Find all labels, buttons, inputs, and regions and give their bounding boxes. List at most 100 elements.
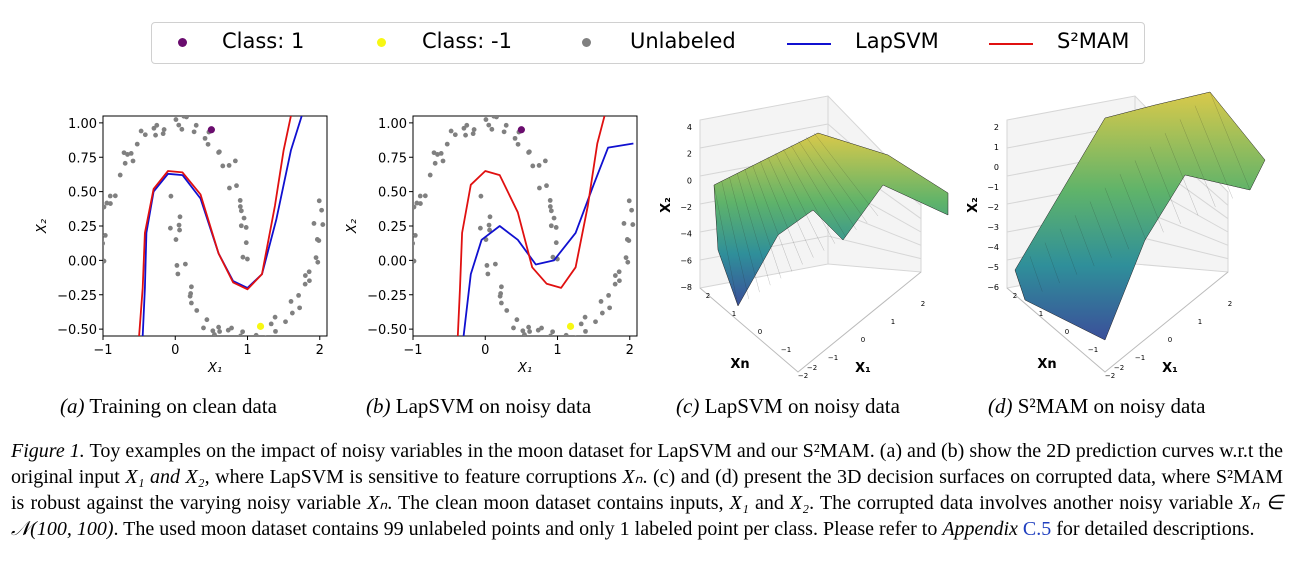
unlabeled-point bbox=[204, 317, 210, 323]
unlabeled-point bbox=[499, 284, 504, 290]
mesh-line bbox=[767, 156, 814, 258]
unlabeled-point bbox=[316, 198, 322, 204]
unlabeled-point bbox=[103, 258, 107, 264]
appendix-link[interactable]: C.5 bbox=[1022, 518, 1052, 540]
unlabeled-point bbox=[313, 255, 319, 261]
unlabeled-point bbox=[243, 240, 249, 246]
plot-area bbox=[406, 116, 636, 336]
unlabeled-point bbox=[176, 122, 182, 128]
unlabeled-point bbox=[624, 237, 630, 242]
mesh-line bbox=[806, 136, 868, 224]
vertical-axis-label: X₂ bbox=[659, 197, 674, 213]
unlabeled-point bbox=[306, 269, 312, 275]
unlabeled-point bbox=[484, 263, 490, 268]
legend-marker-5 bbox=[989, 43, 1033, 45]
z-tick-label: −3 bbox=[987, 223, 999, 232]
unlabeled-point bbox=[547, 204, 553, 209]
unlabeled-point bbox=[438, 150, 444, 156]
unlabeled-point bbox=[407, 226, 412, 231]
y-tick-label: 0.25 bbox=[68, 220, 97, 235]
unlabeled-point bbox=[550, 254, 556, 260]
y-tick-label: 0.50 bbox=[378, 186, 407, 201]
unlabeled-point bbox=[188, 300, 194, 306]
x-tick-label: 0 bbox=[171, 343, 179, 358]
z-tick-label: −4 bbox=[680, 230, 692, 239]
unlabeled-point bbox=[311, 221, 317, 226]
plot-frame bbox=[102, 115, 328, 337]
y-tick-label: −0.50 bbox=[57, 323, 97, 338]
mesh-line bbox=[1164, 133, 1199, 216]
z-tick-label: −2 bbox=[680, 203, 692, 212]
unlabeled-point bbox=[464, 122, 470, 128]
unlabeled-point bbox=[103, 204, 107, 210]
unlabeled-point bbox=[117, 172, 123, 178]
legend: Class: 1 Class: -1 Unlabeled LapSVM S²MAM bbox=[151, 22, 1145, 64]
unlabeled-point bbox=[498, 300, 504, 306]
unlabeled-point bbox=[548, 208, 554, 214]
unlabeled-point bbox=[598, 299, 604, 304]
unlabeled-point bbox=[272, 314, 278, 320]
unlabeled-point bbox=[108, 201, 113, 206]
x-tick-label: 0 bbox=[481, 343, 489, 358]
unlabeled-point bbox=[202, 135, 208, 141]
y-tick-label: 0.75 bbox=[68, 151, 97, 166]
mesh-line bbox=[813, 132, 879, 217]
unlabeled-point bbox=[103, 232, 108, 238]
surface-panel-c: 4 2 0 −2 −4 −6 −8 X₂ 2 1 0 −1 −2 Xn −2 −1 0 1 2 X₁ bbox=[659, 95, 949, 380]
unlabeled-point bbox=[220, 163, 226, 169]
x-tick-label: 2 bbox=[316, 343, 324, 358]
unlabeled-point bbox=[161, 127, 167, 132]
z-tick-label: 0 bbox=[994, 163, 999, 172]
unlabeled-point bbox=[237, 204, 243, 209]
mesh-line bbox=[744, 168, 782, 279]
unlabeled-point bbox=[444, 141, 450, 147]
unlabeled-point bbox=[174, 263, 180, 268]
unlabeled-point bbox=[452, 132, 458, 138]
unlabeled-point bbox=[418, 201, 423, 206]
n-tick-label: 0 bbox=[758, 328, 762, 336]
unlabeled-point bbox=[537, 185, 542, 191]
decision-surface bbox=[713, 132, 949, 307]
unlabeled-point bbox=[547, 198, 553, 203]
legend-label-3: Unlabeled bbox=[630, 29, 736, 53]
unlabeled-point bbox=[440, 158, 446, 164]
unlabeled-point bbox=[520, 328, 526, 334]
series-line-1 bbox=[462, 142, 634, 336]
z-tick-label: 0 bbox=[687, 176, 692, 185]
x-tick-label: 0 bbox=[1168, 336, 1172, 344]
x-tick-label: −1 bbox=[93, 343, 112, 358]
unlabeled-point bbox=[168, 193, 174, 199]
legend-marker-1 bbox=[178, 38, 187, 47]
unlabeled-point bbox=[501, 129, 507, 135]
z-tick-label: −4 bbox=[987, 243, 999, 252]
mesh-line bbox=[1134, 160, 1164, 233]
legend-marker-2 bbox=[377, 38, 386, 47]
unlabeled-point bbox=[179, 126, 185, 132]
unlabeled-point bbox=[237, 198, 243, 203]
x-tick-label: −1 bbox=[828, 354, 838, 362]
grid-line bbox=[1134, 235, 1229, 260]
unlabeled-point bbox=[173, 117, 179, 122]
legend-label-5: S²MAM bbox=[1057, 29, 1130, 53]
unlabeled-point bbox=[413, 258, 417, 264]
unlabeled-point bbox=[413, 232, 418, 238]
mesh-line bbox=[1029, 256, 1043, 292]
unlabeled-point bbox=[487, 214, 493, 220]
unlabeled-point bbox=[553, 225, 559, 230]
unlabeled-point bbox=[191, 129, 197, 135]
series-line-2 bbox=[456, 116, 606, 336]
mesh-line bbox=[1179, 119, 1216, 207]
n-tick-label: −1 bbox=[1088, 346, 1098, 354]
unlabeled-point bbox=[406, 230, 411, 235]
unlabeled-point bbox=[621, 221, 627, 226]
floor-edge bbox=[1006, 271, 1229, 373]
unlabeled-point bbox=[563, 332, 569, 336]
unlabeled-point bbox=[216, 324, 222, 330]
z-tick-label: −6 bbox=[987, 283, 999, 292]
mesh-line bbox=[721, 180, 749, 300]
x-tick-label: 1 bbox=[243, 343, 251, 358]
z-tick-label: −5 bbox=[987, 263, 999, 272]
unlabeled-point bbox=[122, 160, 128, 166]
x-tick-label: 1 bbox=[891, 318, 895, 326]
unlabeled-point bbox=[616, 269, 622, 275]
